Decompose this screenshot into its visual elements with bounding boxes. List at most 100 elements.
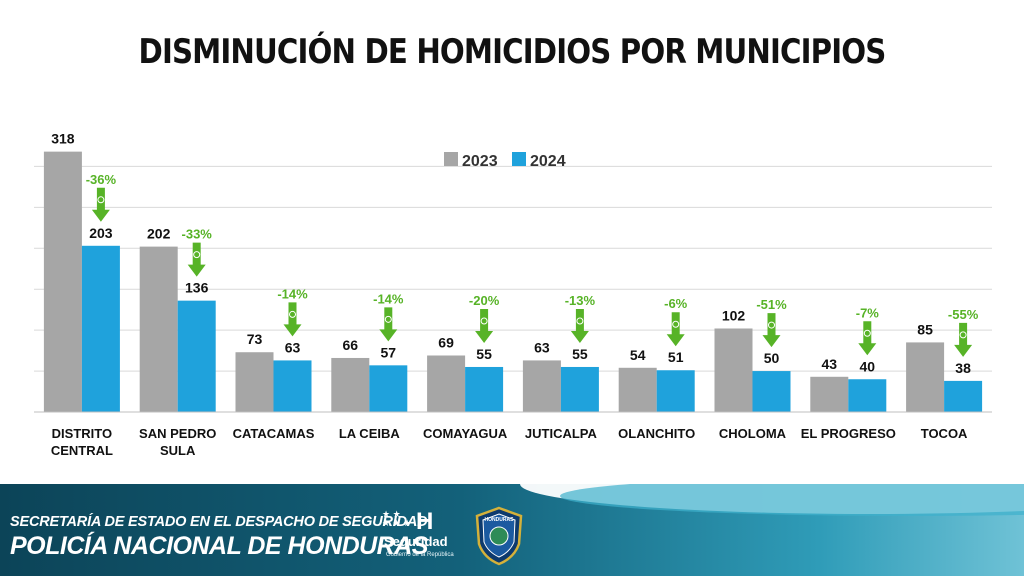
category-label: EL PROGRESO <box>801 426 896 441</box>
category-label-line: JUTICALPA <box>525 426 598 441</box>
value-label-2023: 54 <box>630 347 646 363</box>
category-label-line: SAN PEDRO <box>139 426 216 441</box>
arrow-mark-icon <box>959 331 967 339</box>
bar-2024 <box>81 245 120 412</box>
value-label-2024: 50 <box>764 350 780 366</box>
value-label-2024: 57 <box>381 344 397 360</box>
bar-2024 <box>177 300 216 412</box>
legend-swatch-2023 <box>444 152 458 166</box>
bar-2024 <box>465 366 504 412</box>
category-label: TOCOA <box>921 426 968 441</box>
value-label-2024: 38 <box>955 360 971 376</box>
down-arrow-icon <box>666 312 685 347</box>
legend-swatch-2024 <box>512 152 526 166</box>
arrow-mark-icon <box>480 317 488 325</box>
ministry-name: SECRETARÍA DE ESTADO EN EL DESPACHO DE S… <box>10 514 428 530</box>
category-label: SAN PEDRO SULA <box>139 426 216 458</box>
down-arrow-icon <box>379 307 398 342</box>
footer-banner <box>0 484 1024 576</box>
change-label: -14% <box>373 291 404 306</box>
value-label-2024: 40 <box>860 358 876 374</box>
category-label: DISTRITO CENTRAL <box>51 426 113 458</box>
change-label: -6% <box>664 296 688 311</box>
value-label-2023: 102 <box>722 307 746 323</box>
footer-swoosh-accent <box>560 484 1024 516</box>
down-arrow-icon <box>283 302 302 337</box>
chart-title: DISMINUCIÓN DE HOMICIDIOS POR MUNICIPIOS <box>138 32 887 72</box>
down-arrow-icon <box>762 313 781 348</box>
value-label-2023: 43 <box>822 356 838 372</box>
legend-label-2024: 2024 <box>530 153 566 170</box>
value-label-2023: 73 <box>247 331 263 347</box>
down-arrow-icon <box>858 321 877 356</box>
value-label-2023: 85 <box>917 321 933 337</box>
category-label-line: EL PROGRESO <box>801 426 896 441</box>
change-label: -51% <box>756 297 787 312</box>
bar-2024 <box>369 365 408 412</box>
category-label: LA CEIBA <box>339 426 401 441</box>
down-arrow-icon <box>954 322 973 357</box>
change-label: -20% <box>469 293 500 308</box>
value-label-2024: 51 <box>668 349 684 365</box>
value-label-2024: 55 <box>572 346 588 362</box>
logo-word: Seguridad <box>384 534 448 549</box>
arrow-mark-icon <box>768 321 775 329</box>
change-label: -13% <box>565 293 596 308</box>
stars-icon: ★ ★ ★ ★ ★ <box>382 509 412 528</box>
bar-chart: 2023 2024 318 203 -36% DISTRITO CENTRAL 202 136 -… <box>34 131 992 458</box>
bar-2024 <box>656 370 695 412</box>
category-label: COMAYAGUA <box>423 426 508 441</box>
change-label: -14% <box>277 286 308 301</box>
value-label-2024: 63 <box>285 339 301 355</box>
down-arrow-icon <box>91 187 110 222</box>
category-label-line: LA CEIBA <box>339 426 401 441</box>
category-label: OLANCHITO <box>618 426 695 441</box>
category-label-line: CHOLOMA <box>719 426 787 441</box>
category-label-line: SULA <box>160 443 196 458</box>
value-label-2023: 69 <box>438 335 454 351</box>
arrow-mark-icon <box>576 317 584 325</box>
bar-2023 <box>139 246 178 412</box>
bar-2023 <box>331 357 370 412</box>
bar-2024 <box>944 380 983 412</box>
bar-2023 <box>522 360 561 412</box>
legend-label-2023: 2023 <box>462 153 498 170</box>
value-label-2023: 63 <box>534 339 550 355</box>
down-arrow-icon <box>570 308 589 343</box>
logo-letter: H <box>416 508 434 535</box>
logo-subtitle: Gobierno de la República <box>386 552 454 558</box>
bar-2024 <box>848 379 887 412</box>
bar-2024 <box>273 360 312 412</box>
police-badge-icon: HONDURAS <box>475 506 523 566</box>
category-label-line: OLANCHITO <box>618 426 695 441</box>
category-label-line: CATACAMAS <box>233 426 315 441</box>
arrow-mark-icon <box>863 329 871 337</box>
category-label: CHOLOMA <box>719 426 787 441</box>
bar-2023 <box>235 352 274 412</box>
category-label: CATACAMAS <box>233 426 315 441</box>
arrow-mark-icon <box>289 310 296 318</box>
bar-2023 <box>810 376 849 412</box>
bar-2023 <box>618 367 657 412</box>
category-label-line: TOCOA <box>921 426 968 441</box>
change-label: -55% <box>948 307 979 322</box>
value-label-2023: 318 <box>51 131 75 147</box>
value-label-2024: 55 <box>476 346 492 362</box>
arrow-mark-icon <box>193 251 201 259</box>
down-arrow-icon <box>187 242 206 277</box>
arrow-mark-icon <box>672 320 680 328</box>
police-name: POLICÍA NACIONAL DE HONDURAS <box>10 532 428 560</box>
change-label: -7% <box>856 305 880 320</box>
value-label-2024: 203 <box>89 225 113 241</box>
seguridad-logo: ★ ★ ★ ★ ★ H Seguridad Gobierno de la Repú… <box>382 508 474 566</box>
category-label-line: CENTRAL <box>51 443 113 458</box>
arrow-mark-icon <box>384 315 392 323</box>
value-label-2024: 136 <box>185 280 209 296</box>
bar-2023 <box>714 328 753 412</box>
category-label-line: DISTRITO <box>52 426 112 441</box>
badge-text: HONDURAS <box>485 517 515 523</box>
category-label-line: COMAYAGUA <box>423 426 508 441</box>
category-label: JUTICALPA <box>525 426 598 441</box>
bar-2023 <box>427 355 466 412</box>
arrow-mark-icon <box>97 196 105 204</box>
